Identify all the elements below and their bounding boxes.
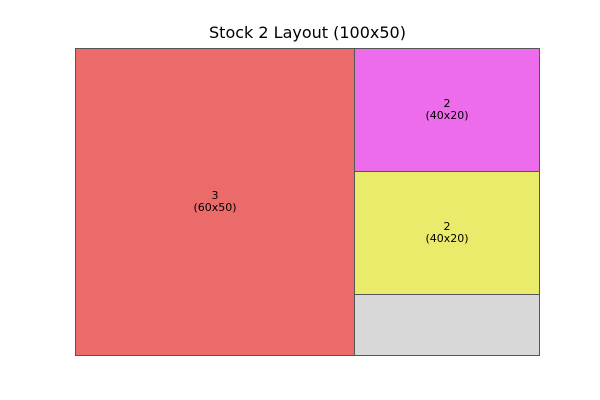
diagram-title: Stock 2 Layout (100x50) — [209, 23, 406, 42]
piece-size-label: (40x20) — [425, 109, 469, 122]
piece-40x20-middle: 2 (40x20) — [354, 171, 540, 295]
piece-label: 3 — [211, 189, 219, 202]
piece-size-label: (40x20) — [425, 232, 469, 245]
piece-40x20-top: 2 (40x20) — [354, 48, 540, 172]
piece-label: 2 — [443, 97, 451, 110]
piece-size-label: (60x50) — [193, 201, 237, 214]
stock-sheet: 3 (60x50) 2 (40x20) 2 (40x20) — [75, 48, 540, 356]
waste-area — [354, 294, 540, 356]
piece-label: 2 — [443, 220, 451, 233]
piece-60x50: 3 (60x50) — [75, 48, 355, 356]
